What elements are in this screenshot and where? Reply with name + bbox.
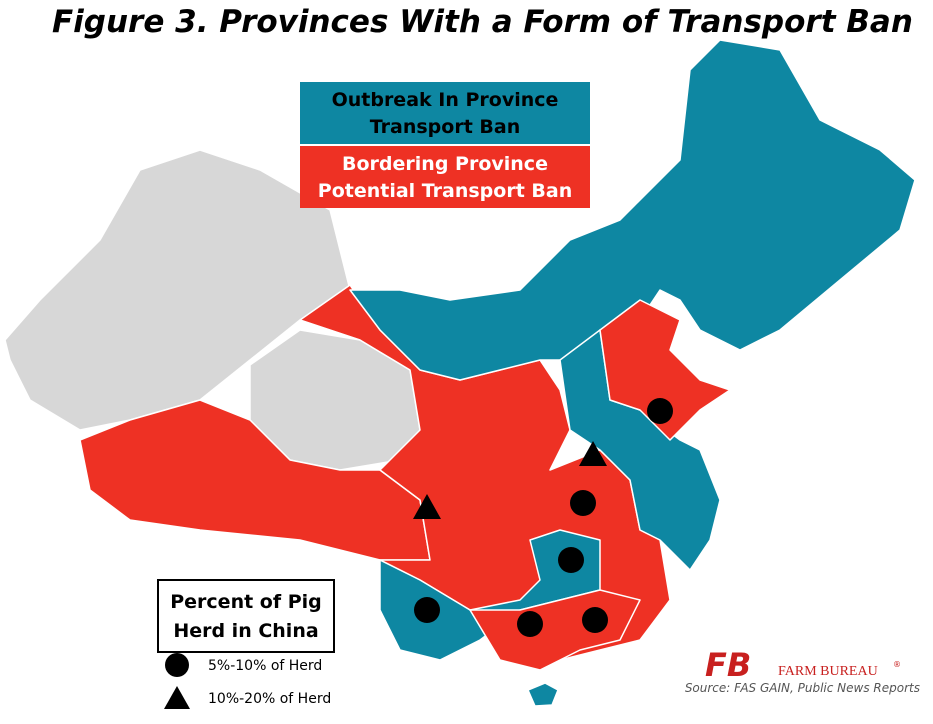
- legend-bordering-box: [300, 146, 590, 208]
- title: Figure 3. Provinces With a Form of Trans…: [52, 4, 913, 40]
- legend-outbreak-line2: Transport Ban: [370, 116, 520, 138]
- region-shandong-hebei: [599, 299, 731, 441]
- legend-bordering-line2: Potential Transport Ban: [318, 180, 572, 202]
- herd-legend-circle: [165, 653, 189, 677]
- herd-legend-box: [157, 579, 335, 653]
- herd-legend-triangle: [164, 686, 190, 709]
- china-map: [4, 39, 916, 707]
- legend-outbreak-line1: Outbreak In Province: [332, 89, 559, 111]
- legend-bordering-line1: Bordering Province: [342, 153, 548, 175]
- region-hainan: [527, 682, 559, 707]
- logo-name: FARM BUREAU: [778, 664, 878, 679]
- source: Source: FAS GAIN, Public News Reports: [685, 681, 920, 695]
- herd-legend-title-line2: Herd in China: [173, 620, 318, 642]
- marker-circle: [570, 490, 596, 516]
- herd-markers: [413, 398, 673, 637]
- logo-mark: FB: [705, 646, 751, 684]
- marker-circle: [414, 597, 440, 623]
- region-southwest: [379, 529, 601, 661]
- logo-trademark: ®: [893, 660, 901, 669]
- herd-legend-item: 10%-20% of Herd: [208, 691, 331, 707]
- legend-outbreak-box: [300, 82, 590, 144]
- herd-legend-title-line1: Percent of Pig: [170, 591, 322, 613]
- marker-circle: [517, 611, 543, 637]
- marker-triangle: [579, 441, 607, 466]
- herd-legend-item: 5%-10% of Herd: [208, 658, 322, 674]
- marker-circle: [647, 398, 673, 424]
- marker-circle: [582, 607, 608, 633]
- marker-circle: [558, 547, 584, 573]
- region-north-northeast: [349, 39, 916, 381]
- marker-triangle: [413, 494, 441, 519]
